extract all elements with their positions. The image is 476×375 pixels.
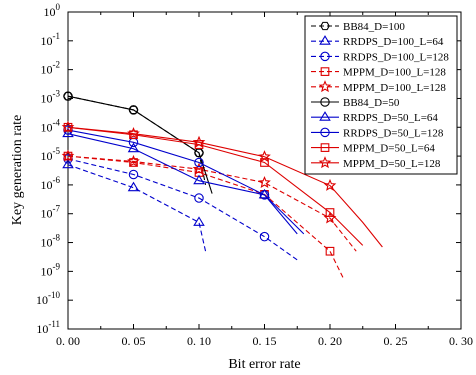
series-rrdps-d-100-l-128 xyxy=(64,155,297,260)
y-tick-label: 10-8 xyxy=(41,233,61,250)
x-tick-label: 0. 00 xyxy=(56,334,80,348)
legend-entry: MPPM_D=50_L=64 xyxy=(343,143,435,155)
series-mppm-d-100-l-128 xyxy=(64,152,343,277)
legend-entry: MPPM_D=50_L=128 xyxy=(343,158,441,170)
x-tick-label: 0. 15 xyxy=(253,334,277,348)
x-tick-label: 0. 10 xyxy=(187,334,211,348)
legend: BB84_D=100 RRDPS_D=100_L=64 RRDPS_D=100_L=… xyxy=(305,16,457,174)
legend-entry: BB84_D=50 xyxy=(343,97,400,109)
star-marker xyxy=(260,177,270,186)
x-axis-label: Bit error rate xyxy=(228,357,300,372)
y-axis-label: Key generation rate xyxy=(10,115,25,225)
x-tick-label: 0. 05 xyxy=(122,334,146,348)
y-tick-label: 10-9 xyxy=(41,261,61,278)
legend-entry: BB84_D=100 xyxy=(343,21,405,33)
x-tick-label: 0. 20 xyxy=(318,334,342,348)
legend-entry: MPPM_D=100_L=128 xyxy=(343,82,446,94)
legend-entry: RRDPS_D=50_L=128 xyxy=(343,127,444,139)
legend-entry: MPPM_D=100_L=128 xyxy=(343,67,446,79)
legend-entry: RRDPS_D=100_L=128 xyxy=(343,51,449,63)
y-tick-label: 10-6 xyxy=(41,175,61,192)
y-tick-label: 10-4 xyxy=(41,117,61,134)
y-tick-label: 10-1 xyxy=(41,31,61,48)
series-line xyxy=(68,134,297,234)
x-tick-label: 0. 30 xyxy=(449,334,473,348)
y-tick-label: 10-2 xyxy=(41,60,61,77)
legend-entry: RRDPS_D=50_L=64 xyxy=(343,112,438,124)
y-tick-label: 10-10 xyxy=(36,290,60,307)
y-tick-label: 100 xyxy=(44,2,61,19)
y-tick-label: 10-5 xyxy=(41,146,61,163)
series-line xyxy=(68,159,297,260)
y-tick-label: 10-7 xyxy=(41,204,61,221)
x-tick-label: 0. 25 xyxy=(384,334,408,348)
y-tick-label: 10-3 xyxy=(41,88,61,105)
legend-entry: RRDPS_D=100_L=64 xyxy=(343,36,444,48)
